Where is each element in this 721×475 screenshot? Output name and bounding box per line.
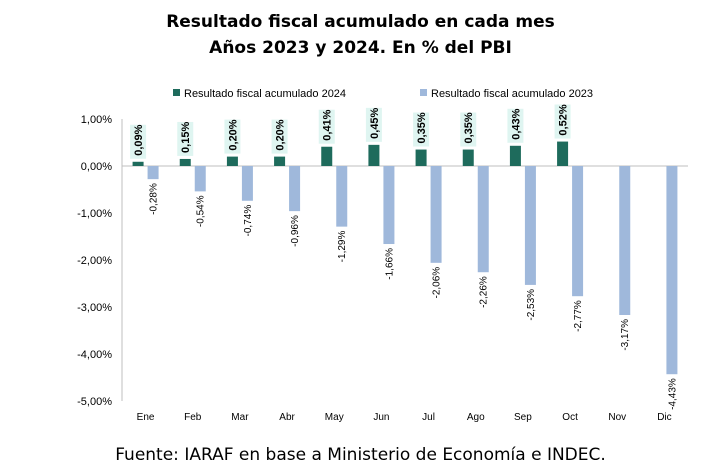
y-tick-label: -4,00% bbox=[77, 349, 112, 361]
chart-title-line1: Resultado fiscal acumulado en cada mes bbox=[166, 12, 555, 32]
data-label-bg-2024 bbox=[554, 104, 571, 139]
x-tick-label: Ene bbox=[137, 412, 155, 423]
data-label-2023: -2,26% bbox=[479, 276, 490, 308]
data-label-bg-2024 bbox=[318, 109, 335, 144]
data-label-bg-2024 bbox=[413, 112, 430, 147]
legend-swatch-2023 bbox=[420, 89, 427, 96]
bar-2024 bbox=[462, 149, 474, 166]
data-label-bg-2024 bbox=[507, 108, 524, 143]
bar-2023 bbox=[572, 166, 584, 297]
data-label-bg-2024 bbox=[271, 119, 288, 154]
data-label-2023: -0,74% bbox=[243, 205, 254, 237]
bar-2023 bbox=[666, 166, 678, 375]
bar-2023 bbox=[336, 166, 348, 227]
data-label-2024: 0,41% bbox=[322, 109, 334, 140]
y-tick-label: -1,00% bbox=[77, 208, 112, 220]
data-label-2023: -0,28% bbox=[149, 183, 160, 215]
y-tick-label: 0,00% bbox=[81, 161, 112, 173]
data-label-2024: 0,09% bbox=[133, 124, 145, 155]
x-tick-label: Ago bbox=[467, 412, 485, 423]
data-label-bg-2024 bbox=[130, 124, 147, 159]
bar-2024 bbox=[321, 146, 333, 166]
y-tick-label: -3,00% bbox=[77, 302, 112, 314]
legend-label-2024: Resultado fiscal acumulado 2024 bbox=[184, 88, 346, 100]
bar-2023 bbox=[619, 166, 631, 315]
x-tick-label: Sep bbox=[514, 412, 532, 423]
data-label-2024: 0,35% bbox=[416, 112, 428, 143]
data-label-2024: 0,43% bbox=[510, 108, 522, 139]
x-tick-label: Abr bbox=[279, 412, 295, 423]
data-label-2023: -4,43% bbox=[667, 378, 678, 410]
data-label-2023: -1,29% bbox=[337, 231, 348, 263]
data-label-bg-2024 bbox=[177, 121, 194, 156]
bar-2023 bbox=[241, 166, 253, 201]
bar-2023 bbox=[194, 166, 206, 192]
y-tick-label: -5,00% bbox=[77, 396, 112, 408]
data-label-2024: 0,52% bbox=[557, 104, 569, 135]
bar-2024 bbox=[226, 156, 238, 166]
bar-2024 bbox=[179, 158, 191, 166]
bar-2024 bbox=[132, 161, 144, 166]
bar-2024 bbox=[368, 144, 380, 166]
bar-2023 bbox=[524, 166, 536, 285]
data-label-2024: 0,45% bbox=[369, 107, 381, 138]
bar-2023 bbox=[430, 166, 442, 263]
x-tick-label: Jun bbox=[373, 412, 389, 423]
bar-2024 bbox=[557, 141, 569, 166]
data-label-2023: -1,66% bbox=[384, 248, 395, 280]
bar-2024 bbox=[415, 149, 427, 166]
y-tick-label: 1,00% bbox=[81, 114, 112, 126]
data-label-2023: -0,54% bbox=[196, 195, 207, 227]
data-label-2023: -2,77% bbox=[573, 300, 584, 332]
bar-2024 bbox=[274, 156, 286, 166]
x-tick-label: Oct bbox=[562, 412, 578, 423]
bar-2023 bbox=[477, 166, 489, 273]
bar-2023 bbox=[289, 166, 301, 212]
bar-2024 bbox=[509, 145, 521, 166]
legend-label-2023: Resultado fiscal acumulado 2023 bbox=[431, 88, 593, 100]
data-label-2023: -3,17% bbox=[620, 319, 631, 351]
legend-swatch-2024 bbox=[173, 89, 180, 96]
data-label-2023: -2,06% bbox=[432, 267, 443, 299]
x-tick-label: Mar bbox=[231, 412, 249, 423]
x-tick-label: Nov bbox=[608, 412, 626, 423]
bar-2023 bbox=[147, 166, 159, 180]
chart-title-line2: Años 2023 y 2024. En % del PBI bbox=[209, 38, 512, 58]
data-label-2024: 0,15% bbox=[180, 122, 192, 153]
x-tick-label: Jul bbox=[422, 412, 435, 423]
data-label-2024: 0,20% bbox=[227, 119, 239, 150]
x-tick-label: May bbox=[325, 412, 344, 423]
data-label-bg-2024 bbox=[365, 107, 382, 142]
data-label-2023: -0,96% bbox=[290, 215, 301, 247]
bar-2023 bbox=[383, 166, 395, 245]
x-tick-label: Feb bbox=[184, 412, 202, 423]
data-label-bg-2024 bbox=[224, 119, 241, 154]
data-label-2024: 0,20% bbox=[274, 119, 286, 150]
x-tick-label: Dic bbox=[657, 412, 671, 423]
data-label-bg-2024 bbox=[460, 112, 477, 147]
data-label-2023: -2,53% bbox=[526, 289, 537, 321]
source-note: Fuente: IARAF en base a Ministerio de Ec… bbox=[115, 445, 606, 465]
y-tick-label: -2,00% bbox=[77, 255, 112, 267]
data-label-2024: 0,35% bbox=[463, 112, 475, 143]
